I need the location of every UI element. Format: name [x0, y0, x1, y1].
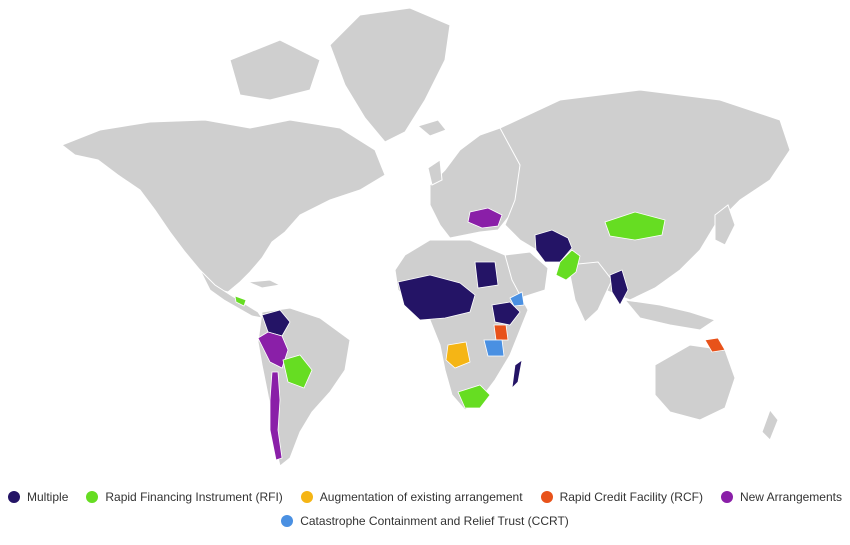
- land-arctic-islands: [229, 39, 321, 101]
- country-colombia: [261, 309, 291, 337]
- legend-dot-ccrt: [281, 515, 294, 527]
- legend-label-multiple: Multiple: [27, 490, 69, 504]
- legend-dot-rcf: [540, 491, 553, 503]
- legend-item-augmentation: Augmentation of existing arrangement: [300, 490, 523, 504]
- country-papua-new-guinea: [704, 337, 726, 353]
- legend-item-new: New Arrangements: [720, 490, 842, 504]
- land-iceland: [416, 119, 447, 137]
- legend-dot-multiple: [8, 491, 21, 503]
- country-myanmar: [609, 269, 629, 306]
- land-asia: [499, 89, 791, 301]
- legend-item-multiple: Multiple: [8, 490, 68, 504]
- country-south-africa: [457, 384, 491, 409]
- land-greenland: [329, 7, 451, 143]
- country-afghanistan: [534, 229, 573, 263]
- country-angola: [445, 341, 471, 369]
- legend-item-rfi: Rapid Financing Instrument (RFI): [86, 490, 283, 504]
- country-chile: [269, 371, 283, 461]
- legend-label-augmentation: Augmentation of existing arrangement: [319, 490, 523, 504]
- country-egypt: [474, 261, 499, 289]
- legend-item-ccrt: Catastrophe Containment and Relief Trust…: [281, 514, 569, 528]
- highlighted-countries: [234, 207, 726, 461]
- country-ethiopia: [491, 301, 521, 326]
- land-japan: [714, 204, 736, 246]
- legend-row-2: Catastrophe Containment and Relief Trust…: [0, 514, 850, 528]
- country-west-africa: [397, 274, 476, 321]
- legend-label-rcf: Rapid Credit Facility (RCF): [559, 490, 703, 504]
- country-madagascar: [511, 359, 523, 390]
- country-bolivia: [282, 354, 313, 389]
- legend-label-rfi: Rapid Financing Instrument (RFI): [105, 490, 283, 504]
- land-australia: [654, 344, 736, 421]
- legend-label-ccrt: Catastrophe Containment and Relief Trust…: [300, 514, 569, 528]
- base-land: [60, 7, 791, 467]
- land-caribbean: [247, 279, 282, 289]
- legend-dot-augmentation: [300, 491, 313, 503]
- legend-dot-new: [720, 491, 733, 503]
- land-north-america: [60, 119, 386, 293]
- legend-dot-rfi: [86, 491, 99, 503]
- country-tanzania: [483, 339, 505, 357]
- country-somalia-djibouti: [509, 291, 525, 307]
- country-central-america: [234, 295, 247, 307]
- country-peru: [257, 331, 289, 369]
- legend-item-rcf: Rapid Credit Facility (RCF): [540, 490, 703, 504]
- country-kenya: [493, 324, 509, 341]
- legend-label-new: New Arrangements: [739, 490, 842, 504]
- land-uk: [427, 159, 443, 186]
- legend-row-1: Multiple Rapid Financing Instrument (RFI…: [0, 490, 850, 504]
- land-new-zealand: [761, 408, 779, 441]
- country-pakistan: [555, 249, 581, 281]
- country-ukraine: [467, 207, 503, 229]
- land-southeast-asia: [623, 299, 717, 331]
- world-map: [60, 7, 791, 467]
- country-mongolia: [604, 211, 666, 241]
- land-india: [567, 261, 613, 323]
